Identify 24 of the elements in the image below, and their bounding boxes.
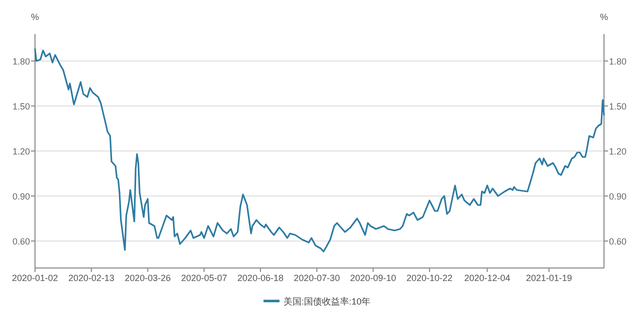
y-axis-title: % [30, 12, 40, 22]
line-series [34, 48, 605, 252]
y-tick-label: 0.90 [12, 192, 30, 202]
legend-label: 美国:国债收益率:10年 [284, 296, 371, 306]
y2-tick-label: 1.80 [609, 56, 627, 66]
x-tick-label: 2020-06-18 [237, 273, 284, 283]
y2-tick-label: 0.90 [609, 192, 627, 202]
x-tick-label: 2020-10-22 [406, 273, 453, 283]
y-tick-label: 1.80 [12, 56, 30, 66]
y2-tick-label: 1.20 [609, 146, 627, 156]
y2-tick-label: 0.60 [609, 236, 627, 246]
x-tick-label: 2020-12-04 [464, 273, 510, 283]
x-tick-label: 2020-05-07 [181, 273, 228, 283]
y2-tick-label: 1.50 [609, 102, 627, 112]
x-tick-label: 2020-07-30 [294, 273, 340, 283]
x-tick-label: 2020-03-26 [124, 273, 171, 283]
x-tick-label: 2020-09-10 [350, 273, 396, 283]
y2-axis-title: % [600, 12, 608, 22]
y-tick-label: 0.60 [12, 236, 30, 246]
y-tick-label: 1.50 [12, 102, 30, 112]
y-tick-label: 1.20 [12, 146, 30, 156]
x-tick-label: 2020-02-13 [68, 273, 114, 283]
x-tick-label: 2021-01-19 [526, 273, 572, 283]
x-tick-label: 2020-01-02 [12, 273, 58, 283]
